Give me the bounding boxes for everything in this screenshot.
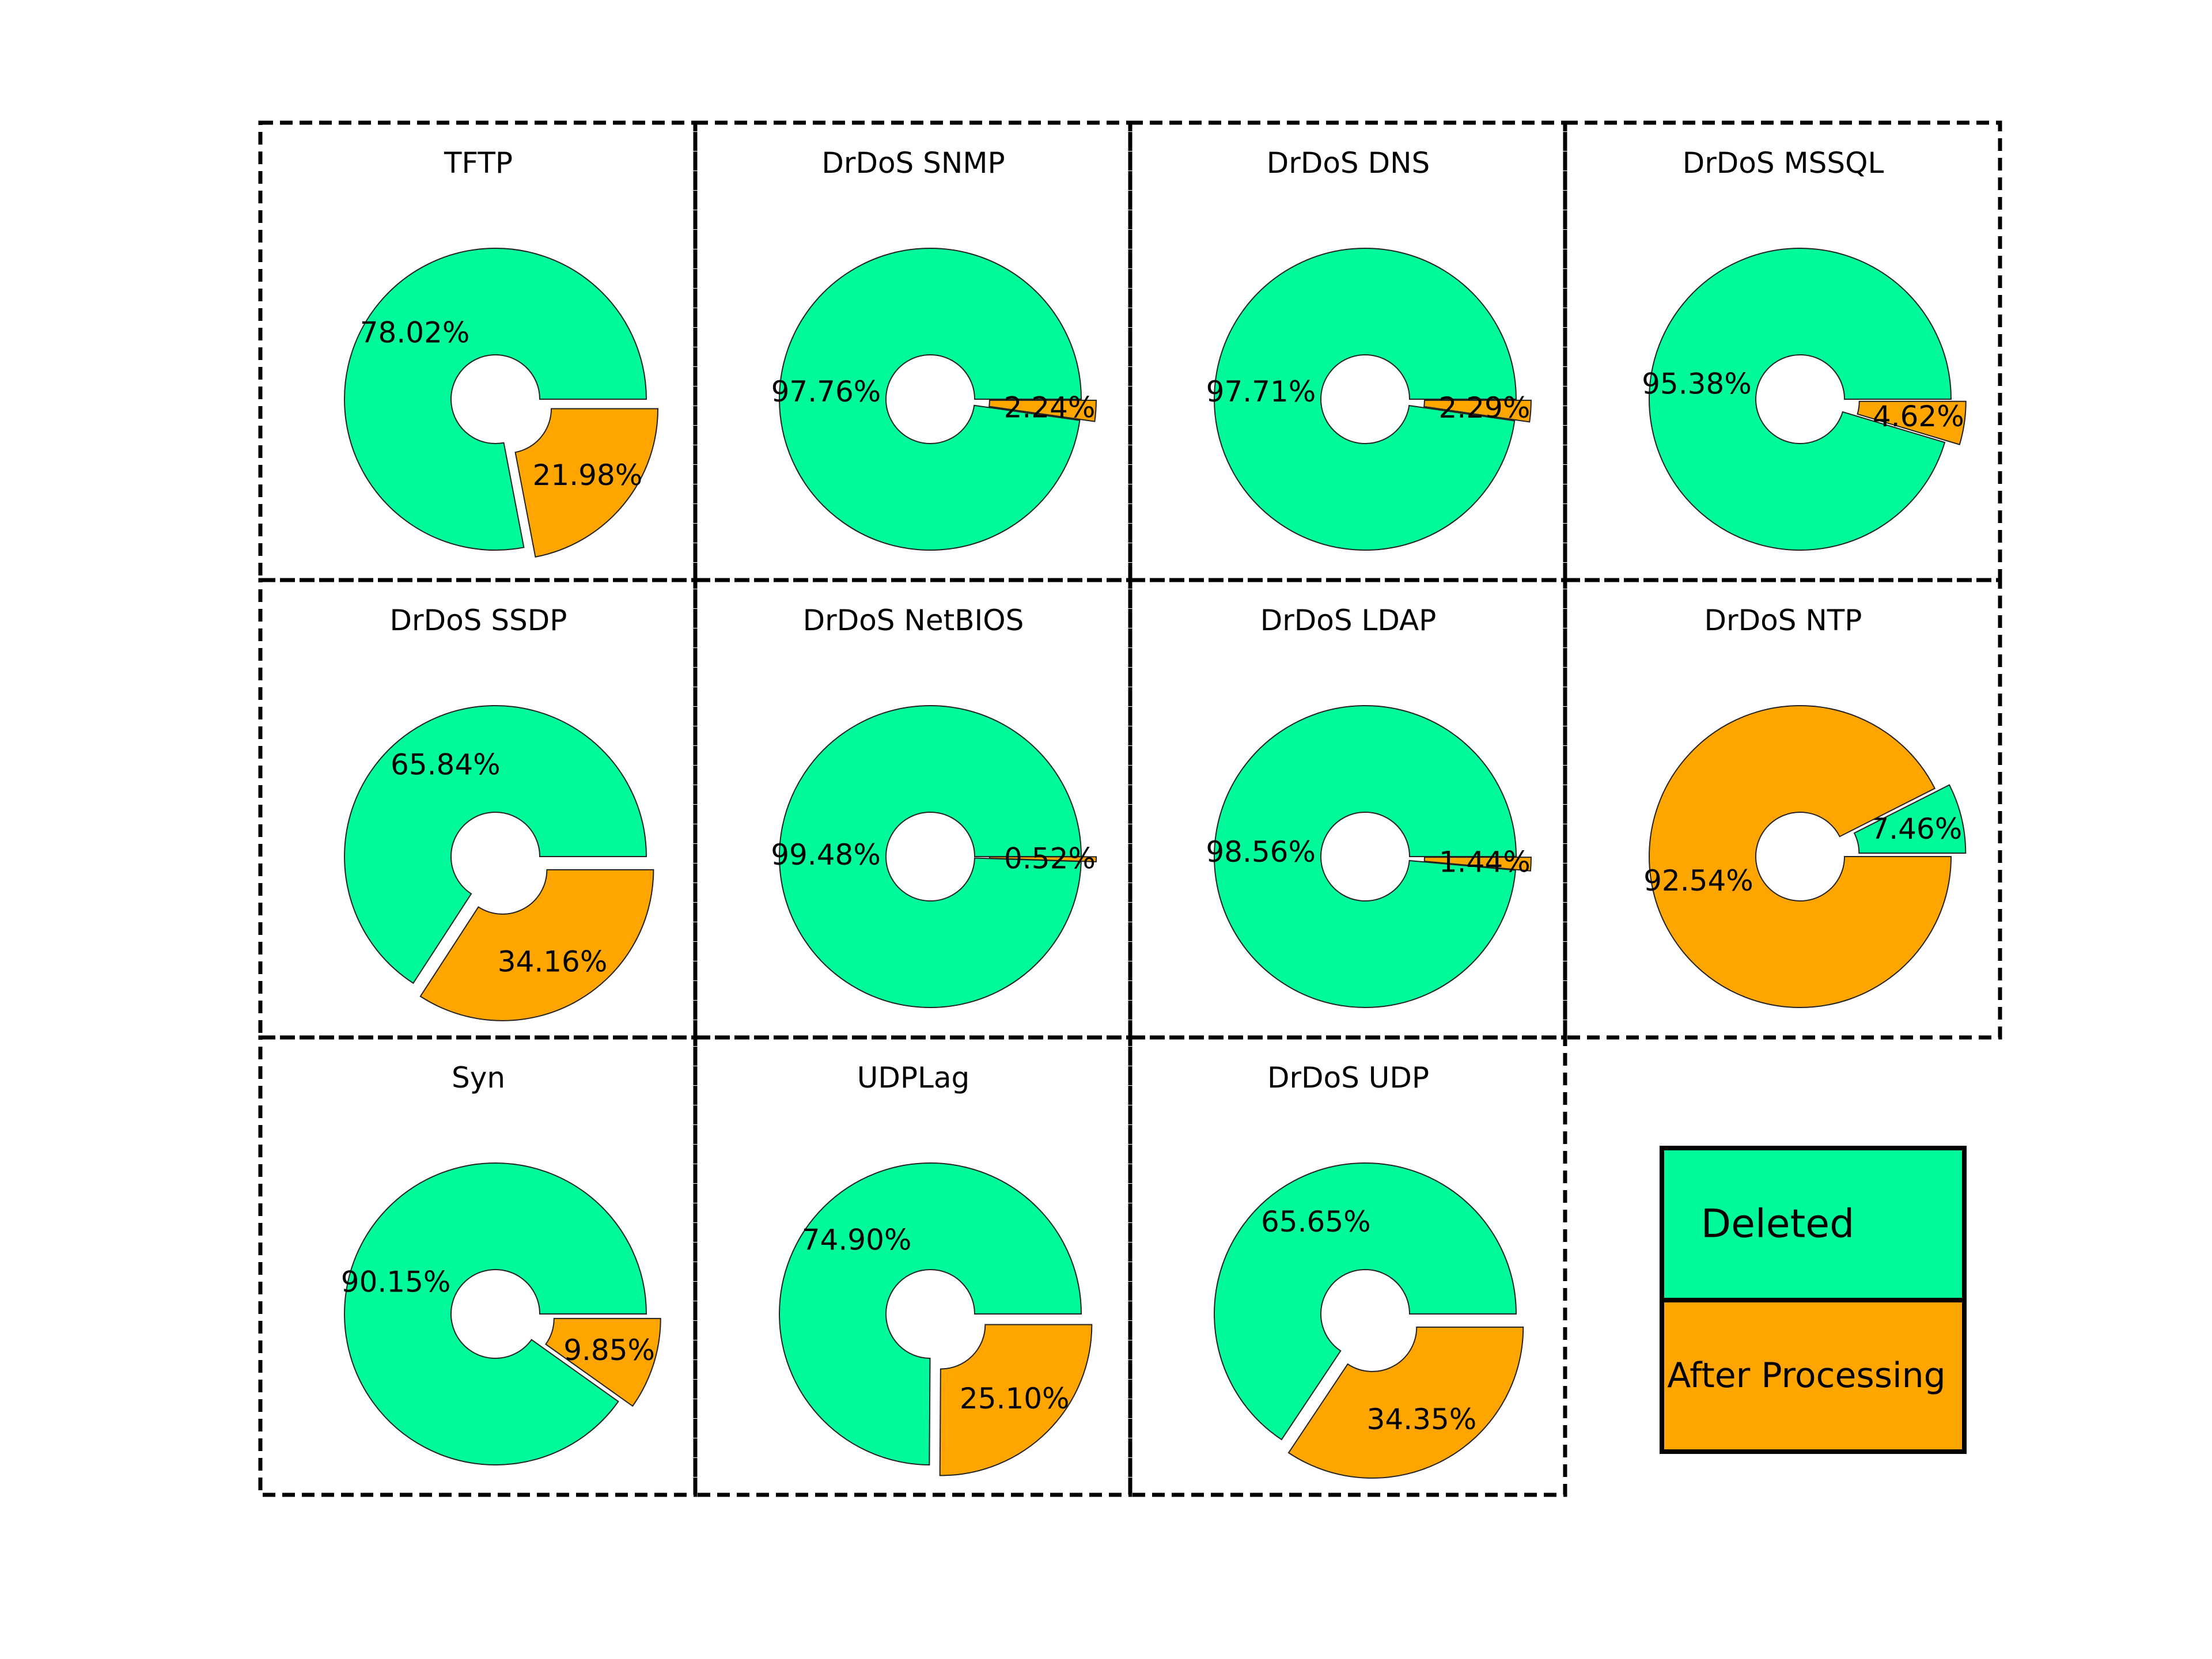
panel-frame (693, 1035, 1132, 1497)
slice-label-after-processing: 2.29% (1439, 391, 1531, 425)
pie-slice-after-processing (419, 869, 654, 1021)
pie-slice-after-processing (1857, 400, 1967, 445)
pie-panel-drdos-ssdp: DrDoS SSDP 65.84% 34.16% (258, 578, 698, 1040)
legend-swatch-deleted (1660, 1146, 1967, 1302)
legend-label-deleted: Deleted (1701, 1202, 1855, 1247)
slice-label-after-processing: 92.54% (1643, 864, 1753, 897)
panel-title: UDPLag (857, 1061, 969, 1094)
slice-label-deleted: 98.56% (1206, 835, 1316, 869)
slice-label-deleted: 90.15% (341, 1266, 451, 1299)
pie-slice-after-processing (1287, 1326, 1524, 1479)
pie-panel-drdos-dns: DrDoS DNS 97.71% 2.29% (1128, 120, 1567, 582)
pie-slice-after-processing (939, 1324, 1093, 1476)
panel-title: DrDoS NTP (1705, 604, 1862, 637)
pie-slice-deleted (344, 1162, 647, 1465)
panel-title: DrDoS LDAP (1260, 604, 1437, 637)
slice-label-after-processing: 4.62% (1873, 400, 1964, 433)
slice-label-after-processing: 21.98% (533, 459, 643, 492)
pie-panel-drdos-ldap: DrDoS LDAP 98.56% 1.44% (1128, 578, 1567, 1040)
pie-panel-drdos-ntp: DrDoS NTP 7.46% 92.54% (1563, 578, 2002, 1040)
slice-label-deleted: 74.90% (802, 1223, 912, 1256)
slice-label-deleted: 78.02% (360, 316, 470, 349)
pie-panel-udplag: UDPLag 74.90% 25.10% (693, 1035, 1132, 1497)
panel-title: DrDoS SNMP (821, 146, 1005, 180)
pie-slice-deleted (1853, 784, 1967, 854)
panel-title: DrDoS SSDP (390, 604, 567, 637)
panel-frame (1563, 578, 2002, 1040)
panel-title: DrDoS MSSQL (1683, 146, 1884, 180)
panel-frame (1563, 120, 2002, 582)
pie-slice-after-processing (1423, 857, 1532, 872)
legend: Deleted After Processing (1660, 1146, 1967, 1454)
slice-label-deleted: 65.65% (1261, 1205, 1371, 1238)
slice-label-after-processing: 34.16% (498, 945, 608, 978)
pie-slice-after-processing (988, 856, 1097, 863)
pie-slice-deleted (779, 1162, 1082, 1465)
slice-label-deleted: 95.38% (1642, 368, 1752, 401)
slice-label-after-processing: 25.10% (960, 1382, 1070, 1415)
pie-slice-deleted (1649, 248, 1952, 551)
panel-title: TFTP (444, 146, 513, 180)
panel-frame (1128, 578, 1567, 1040)
slice-label-deleted: 99.48% (771, 838, 881, 872)
panel-frame (258, 120, 698, 582)
pie-slice-after-processing (514, 408, 659, 558)
pie-slice-deleted (779, 705, 1082, 1008)
pie-slice-deleted (344, 705, 647, 984)
slice-label-after-processing: 9.85% (563, 1334, 655, 1367)
legend-swatch-after-processing (1660, 1298, 1967, 1454)
pie-panel-syn: Syn 90.15% 9.85% (258, 1035, 698, 1497)
pie-slice-deleted (344, 248, 647, 551)
slice-label-after-processing: 2.24% (1004, 391, 1096, 425)
pie-panel-drdos-udp: DrDoS UDP 65.65% 34.35% (1128, 1035, 1567, 1497)
pie-slice-after-processing (545, 1317, 661, 1407)
panel-frame (258, 578, 698, 1040)
pie-slice-deleted (1214, 1162, 1517, 1441)
pie-slice-deleted (1214, 705, 1517, 1009)
slice-label-after-processing: 0.52% (1004, 842, 1096, 875)
pie-panel-drdos-snmp: DrDoS SNMP 97.76% 2.24% (693, 120, 1132, 582)
pie-slice-deleted (1214, 248, 1517, 551)
panel-title: DrDoS DNS (1267, 146, 1430, 180)
pie-slice-after-processing (988, 399, 1097, 422)
pie-slice-deleted (779, 248, 1082, 551)
panel-frame (258, 1035, 698, 1497)
pie-slice-after-processing (1649, 705, 1952, 1008)
slice-label-after-processing: 34.35% (1367, 1403, 1477, 1436)
slice-label-deleted: 97.71% (1206, 375, 1316, 408)
slice-label-deleted: 65.84% (391, 748, 501, 782)
panel-title: DrDoS NetBIOS (803, 604, 1024, 637)
panel-title: Syn (452, 1061, 505, 1094)
pie-panel-tftp: TFTP 78.02% 21.98% (258, 120, 698, 582)
legend-label-after-processing: After Processing (1667, 1355, 1946, 1396)
slice-label-deleted: 7.46% (1870, 812, 1962, 846)
panel-title: DrDoS UDP (1267, 1061, 1429, 1094)
pie-panel-drdos-netbios: DrDoS NetBIOS 99.48% 0.52% (693, 578, 1132, 1040)
slice-label-after-processing: 1.44% (1439, 845, 1531, 878)
pie-slice-after-processing (1423, 399, 1532, 423)
pie-panel-drdos-mssql: DrDoS MSSQL 95.38% 4.62% (1563, 120, 2002, 582)
panel-frame (693, 578, 1132, 1040)
panel-frame (1128, 120, 1567, 582)
panel-frame (693, 120, 1132, 582)
panel-frame (1128, 1035, 1567, 1497)
slice-label-deleted: 97.76% (771, 375, 881, 408)
